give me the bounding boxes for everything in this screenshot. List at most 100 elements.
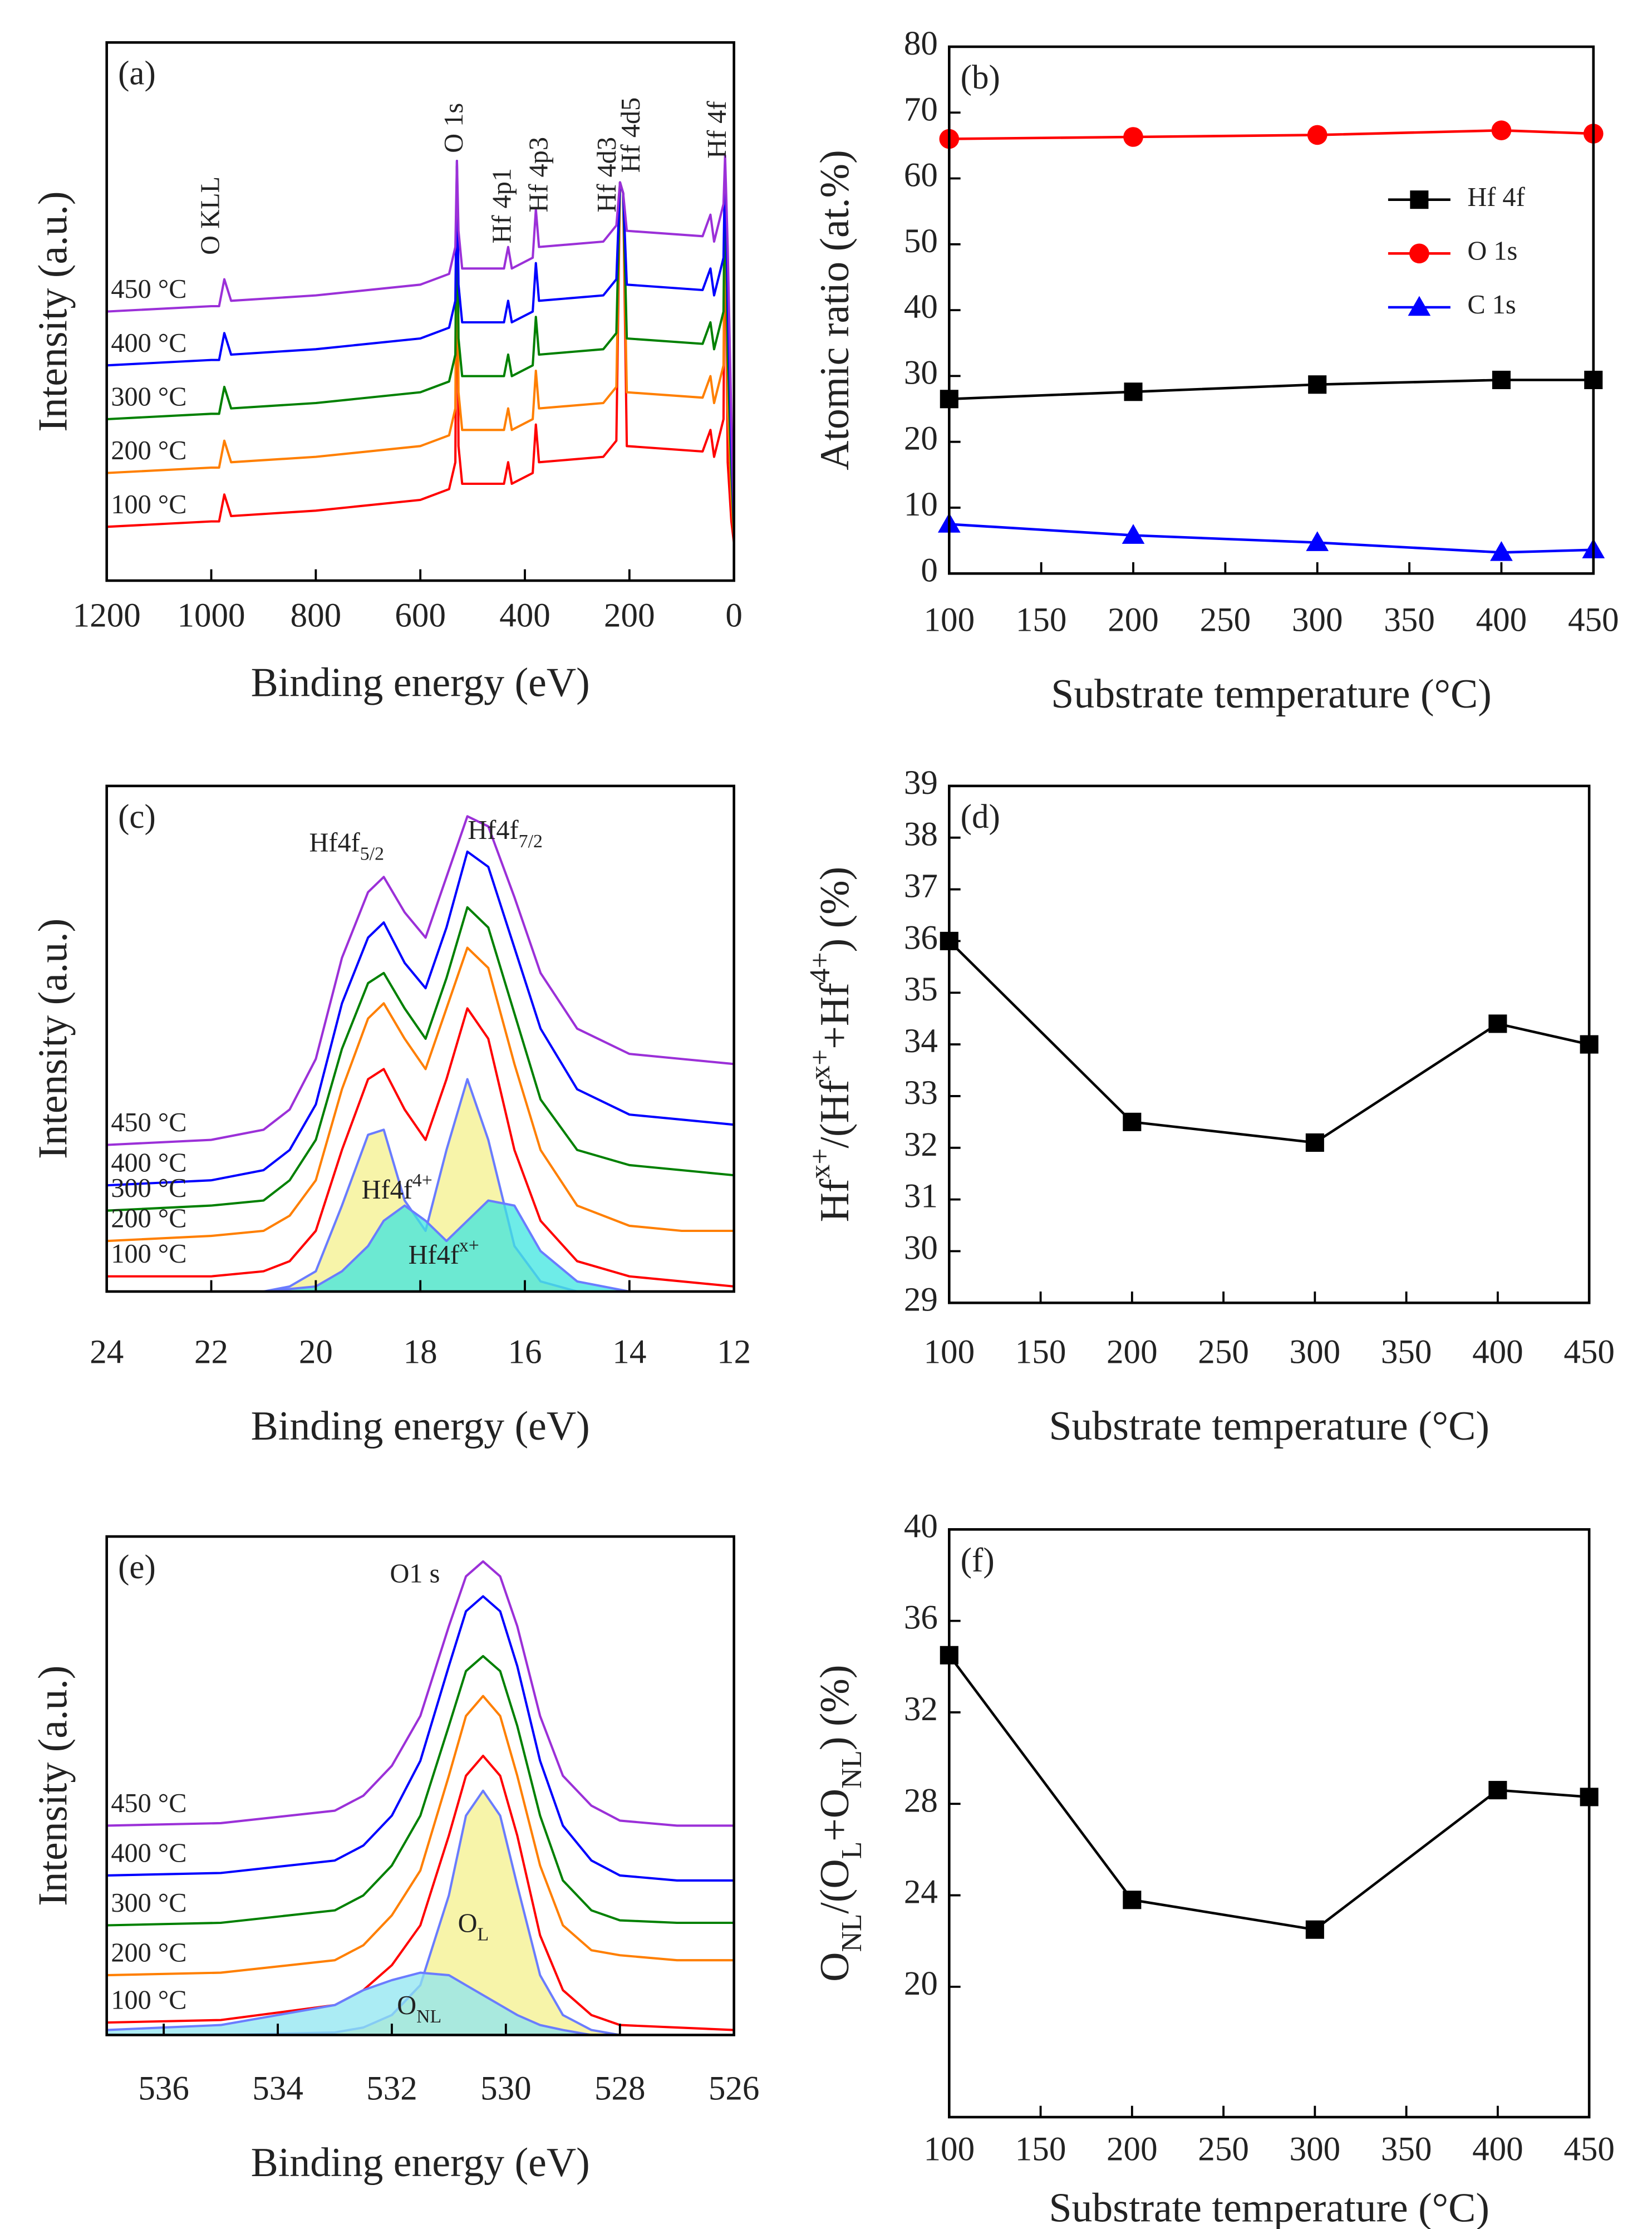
x-tick-label: 800 [291,597,342,635]
series-line [106,1595,734,1882]
series-label: 400 °C [111,1838,186,1868]
annotation: Hf4f7/2 [468,816,543,852]
legend-label: Hf 4f [1467,183,1525,212]
y-tick-label: 40 [904,1508,938,1545]
y-tick-label: 35 [904,971,938,1008]
label-part: ) (%) [812,867,857,953]
series-label: 200 °C [111,436,186,465]
label-part: /(Hf [812,1079,857,1148]
plot-area [106,1560,734,2036]
x-tick-label: 1200 [73,597,141,635]
marker [1123,1112,1142,1131]
x-tick-label: 14 [612,1333,646,1371]
x-tick-label: 526 [709,2070,760,2107]
label-part: Hf [812,1179,857,1222]
x-tick-label: 528 [594,2070,646,2107]
y-tick-label: 37 [904,868,938,905]
component-area [106,1200,734,1292]
plot-area [940,1646,1599,1939]
marker [1305,1920,1324,1939]
y-tick-label: 10 [904,486,938,523]
marker [1307,125,1328,145]
y-tick-label: 38 [904,816,938,853]
label-part: O [458,1909,478,1938]
x-tick-label: 250 [1198,1333,1249,1371]
marker [1123,127,1143,147]
x-tick-label: 250 [1200,601,1251,639]
annotation: O KLL [196,176,225,255]
y-tick-label: 20 [904,1965,938,2002]
label-part: NL [416,2006,441,2027]
marker [1490,541,1513,561]
legend-marker [1409,243,1429,264]
annotation: Hf4f5/2 [309,828,384,865]
marker [1308,375,1327,394]
legend-label: O 1s [1467,236,1517,266]
x-tick-label: 600 [395,597,446,635]
x-tick-label: 200 [1107,1333,1158,1371]
x-axis-label: Binding energy (eV) [251,1403,590,1449]
y-tick-label: 32 [904,1691,938,1728]
marker [1124,382,1143,401]
label-part: Hf4f [468,816,519,845]
marker [1122,524,1145,544]
axes-frame [105,1535,735,2036]
series-line [949,523,1594,554]
y-tick-label: 30 [904,354,938,391]
label-part: Hf4f [309,828,360,858]
y-tick-label: 40 [904,288,938,326]
x-tick-label: 150 [1015,2131,1066,2168]
series-label: 400 °C [111,1148,186,1178]
x-tick-label: 18 [404,1333,437,1371]
annotation: Hf 4d5 [616,97,646,173]
label-part: O [812,1952,857,1982]
label-part: Hf 4p3 [524,137,554,213]
x-tick-label: 0 [725,597,743,635]
label-part: 4+ [804,952,836,983]
series-line [106,159,735,533]
panel: 100 150 200 250 300 350 400 450 0 10 20 30 40 50 60 70 8… [812,25,1619,716]
label-part: Hf 4d3 [592,137,622,213]
series-label: 100 °C [111,1986,186,2015]
y-axis-label: Intensity (a.u.) [30,919,76,1159]
label-part: Hf 4f [702,101,732,159]
label-part: x+ [804,1148,836,1179]
series-label: 300 °C [111,1174,186,1203]
x-tick-label: 400 [1472,2131,1523,2168]
series-label: 200 °C [111,1938,186,1968]
annotation: Hf 4p3 [524,137,554,213]
x-tick-label: 532 [366,2070,417,2107]
marker [1488,1781,1507,1800]
label-part: Hf4f [409,1240,460,1270]
x-tick-label: 450 [1564,2131,1615,2168]
panel: 536 534 532 530 528 526 100 °C 200 °C 300 °C 400 … [30,1535,760,2185]
label-part: ) (%) [812,1665,857,1751]
panel-label: (e) [118,1549,156,1586]
x-tick-label: 350 [1381,2131,1432,2168]
marker [1488,1014,1507,1033]
x-tick-label: 300 [1290,2131,1341,2168]
annotation: O 1s [439,103,469,153]
panel: 100 150 200 250 300 350 400 450 20 24 28 32 36 40 (f) S… [812,1508,1615,2229]
y-tick-label: 80 [904,25,938,62]
x-tick-label: 200 [604,597,655,635]
label-part: L [478,1924,489,1945]
panel-label: (c) [118,798,156,836]
series-line [106,1007,734,1288]
y-tick-label: 50 [904,223,938,260]
series-line [106,165,735,538]
y-axis-label: Hfx+/(Hfx++Hf4+) (%) [804,867,857,1222]
series-label: 100 °C [111,490,186,519]
x-tick-label: 536 [138,2070,189,2107]
axes-frame [948,784,1591,1304]
panel-label: (d) [961,798,1000,836]
series-line [106,159,735,527]
x-tick-label: 16 [508,1333,542,1371]
x-tick-label: 450 [1568,601,1619,639]
marker [1306,531,1329,551]
annotation: Hf 4f [702,101,732,159]
series-label: 450 °C [111,1108,186,1137]
x-tick-label: 200 [1107,2131,1158,2168]
label-part: x+ [804,1049,836,1080]
